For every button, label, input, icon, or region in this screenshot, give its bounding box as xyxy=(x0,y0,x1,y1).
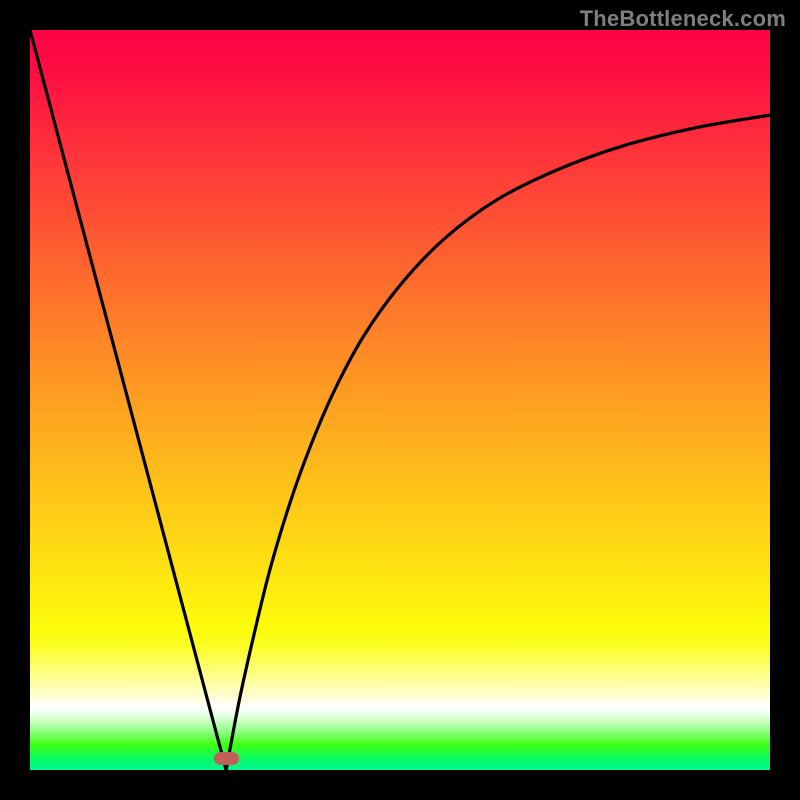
bottleneck-curve xyxy=(30,30,770,770)
minimum-marker xyxy=(214,752,239,765)
watermark-text: TheBottleneck.com xyxy=(580,6,786,32)
chart-frame: TheBottleneck.com xyxy=(0,0,800,800)
plot-area xyxy=(30,30,770,770)
